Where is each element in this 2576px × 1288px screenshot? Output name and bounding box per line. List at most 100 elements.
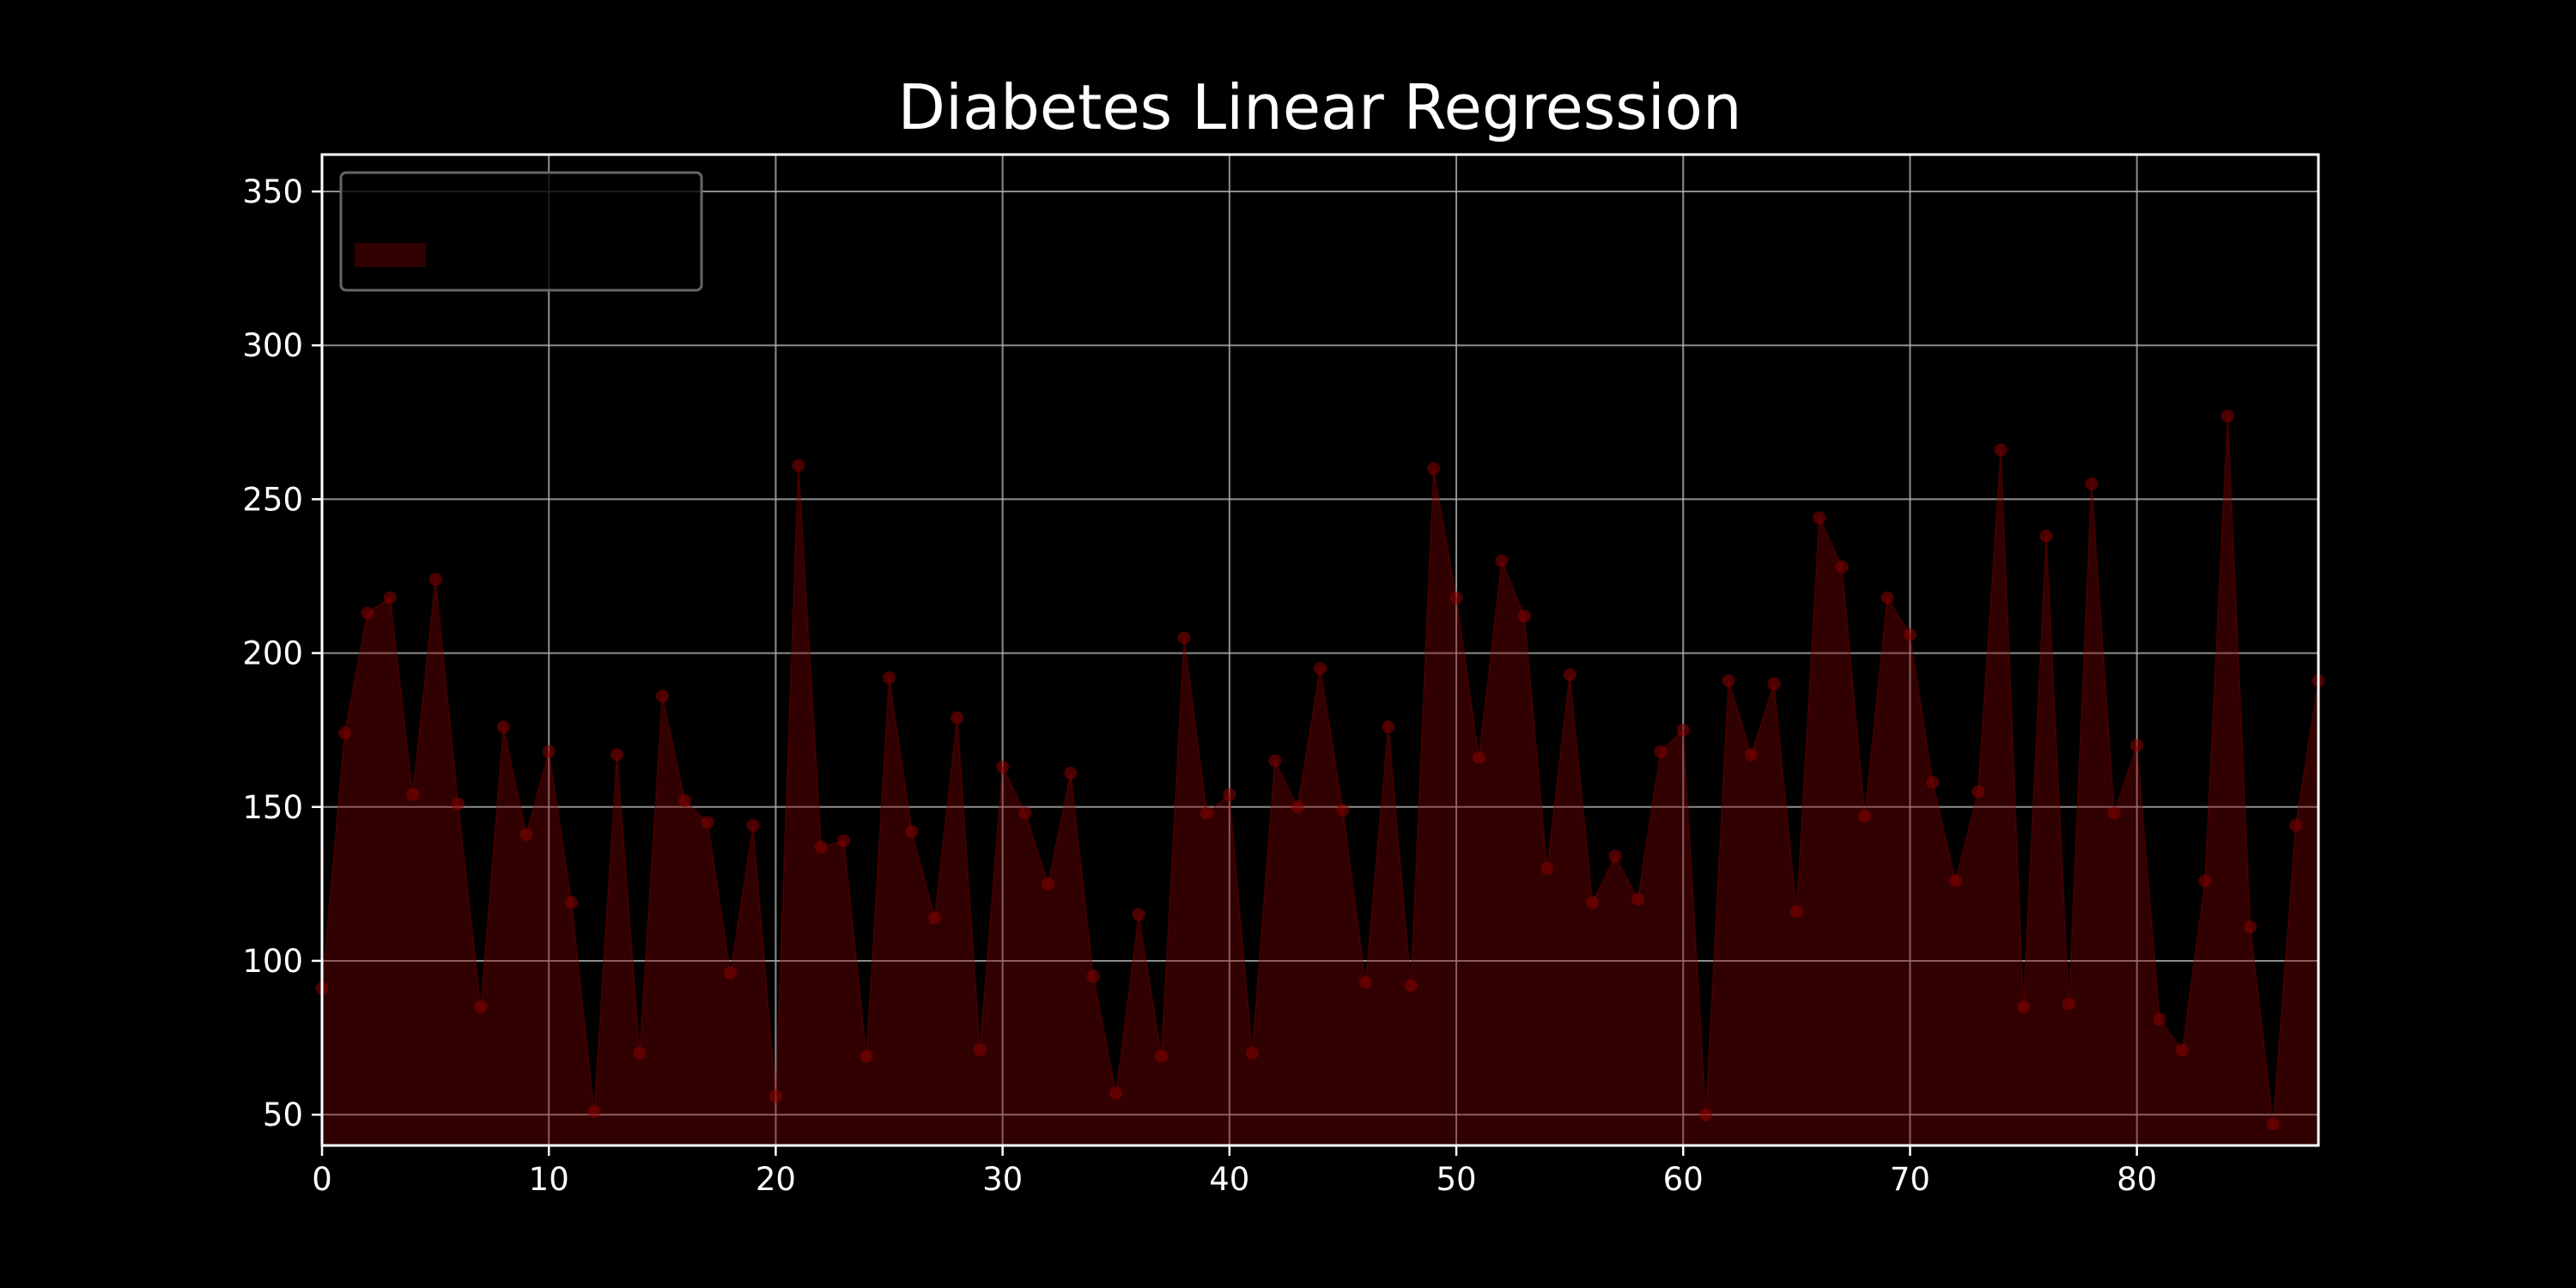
data-point <box>1086 969 1100 983</box>
data-point <box>1789 905 1803 919</box>
data-point <box>1177 631 1191 645</box>
data-point <box>1971 785 1985 799</box>
legend-box <box>339 171 703 292</box>
data-point <box>1155 1049 1169 1063</box>
data-point <box>2062 997 2075 1011</box>
data-point <box>519 828 533 841</box>
data-point <box>996 760 1010 774</box>
data-point <box>1291 800 1304 814</box>
data-point <box>860 1049 873 1063</box>
data-point <box>406 787 420 801</box>
data-point <box>452 797 465 811</box>
data-point <box>1586 896 1599 909</box>
data-point <box>2266 1117 2280 1131</box>
data-point <box>565 896 579 909</box>
data-point <box>746 818 760 832</box>
data-point <box>1314 662 1327 675</box>
data-point <box>2244 920 2257 933</box>
data-point <box>1358 975 1372 989</box>
data-point <box>1517 610 1531 623</box>
data-point <box>1926 775 1940 789</box>
data-point <box>587 1105 601 1119</box>
data-point <box>1132 908 1145 921</box>
data-point <box>1245 1047 1259 1060</box>
y-tick-label: 350 <box>242 173 303 210</box>
data-point <box>1948 874 1962 888</box>
data-point <box>769 1090 782 1103</box>
data-point <box>1449 591 1463 605</box>
x-tick-label: 0 <box>312 1161 332 1198</box>
x-tick-label: 20 <box>756 1161 796 1198</box>
data-point <box>337 726 351 740</box>
data-point <box>1064 766 1078 780</box>
data-point <box>1767 677 1781 690</box>
data-point <box>1268 754 1282 768</box>
data-point <box>1404 979 1418 993</box>
series-area <box>322 416 2318 1146</box>
data-point <box>542 744 556 758</box>
data-point <box>1858 810 1872 823</box>
data-point <box>2221 410 2234 423</box>
data-point <box>1018 806 1032 820</box>
data-point <box>1608 849 1622 863</box>
data-point <box>2017 1000 2030 1014</box>
data-point <box>1427 462 1441 476</box>
x-tick-label: 40 <box>1209 1161 1249 1198</box>
data-point <box>2107 806 2121 820</box>
data-point <box>1880 591 1894 605</box>
data-point <box>724 966 738 980</box>
data-point <box>496 720 510 734</box>
data-point <box>2289 818 2303 832</box>
data-point <box>792 459 805 472</box>
y-tick-label: 300 <box>242 327 303 364</box>
plot-frame <box>320 153 2320 1147</box>
data-point <box>973 1043 987 1057</box>
data-point <box>1813 511 1826 525</box>
data-point <box>633 1047 647 1060</box>
data-point <box>678 794 692 808</box>
data-point <box>1495 554 1509 568</box>
data-point <box>611 748 623 762</box>
data-point <box>1631 892 1644 906</box>
data-point <box>1200 806 1213 820</box>
data-point <box>1994 443 2008 457</box>
data-point <box>1563 668 1577 682</box>
data-point <box>1109 1086 1123 1100</box>
data-point <box>814 840 828 854</box>
data-point <box>1699 1108 1713 1121</box>
data-point <box>1654 744 1668 758</box>
data-point <box>927 911 941 925</box>
legend <box>339 171 703 292</box>
data-point <box>2176 1043 2189 1057</box>
x-tick-label: 30 <box>982 1161 1023 1198</box>
data-point <box>361 606 374 620</box>
x-tick-label: 80 <box>2117 1161 2157 1198</box>
data-point <box>1223 787 1236 801</box>
data-point <box>883 671 896 684</box>
data-point <box>474 1000 488 1014</box>
data-point <box>428 573 442 586</box>
y-tick-label: 50 <box>263 1097 303 1133</box>
x-tick-label: 70 <box>1890 1161 1930 1198</box>
data-point <box>951 711 964 725</box>
data-point <box>1042 877 1054 890</box>
y-tick-label: 250 <box>242 481 303 518</box>
data-point <box>1472 750 1485 764</box>
data-point <box>1676 723 1690 737</box>
data-point <box>1722 674 1735 688</box>
x-tick-label: 50 <box>1436 1161 1476 1198</box>
data-point <box>1835 560 1849 574</box>
chart-title: Diabetes Linear Regression <box>898 71 1742 143</box>
data-point <box>837 834 851 848</box>
y-tick-label: 150 <box>242 789 303 826</box>
marker-layer <box>315 410 2325 1131</box>
data-point <box>1745 748 1758 762</box>
grid-lines <box>321 155 2318 1145</box>
x-tick-label: 60 <box>1663 1161 1704 1198</box>
data-point <box>2153 1012 2166 1026</box>
data-point <box>2039 529 2053 543</box>
legend-swatch-fill <box>355 243 426 267</box>
data-point <box>1336 803 1350 817</box>
data-point <box>701 816 714 829</box>
